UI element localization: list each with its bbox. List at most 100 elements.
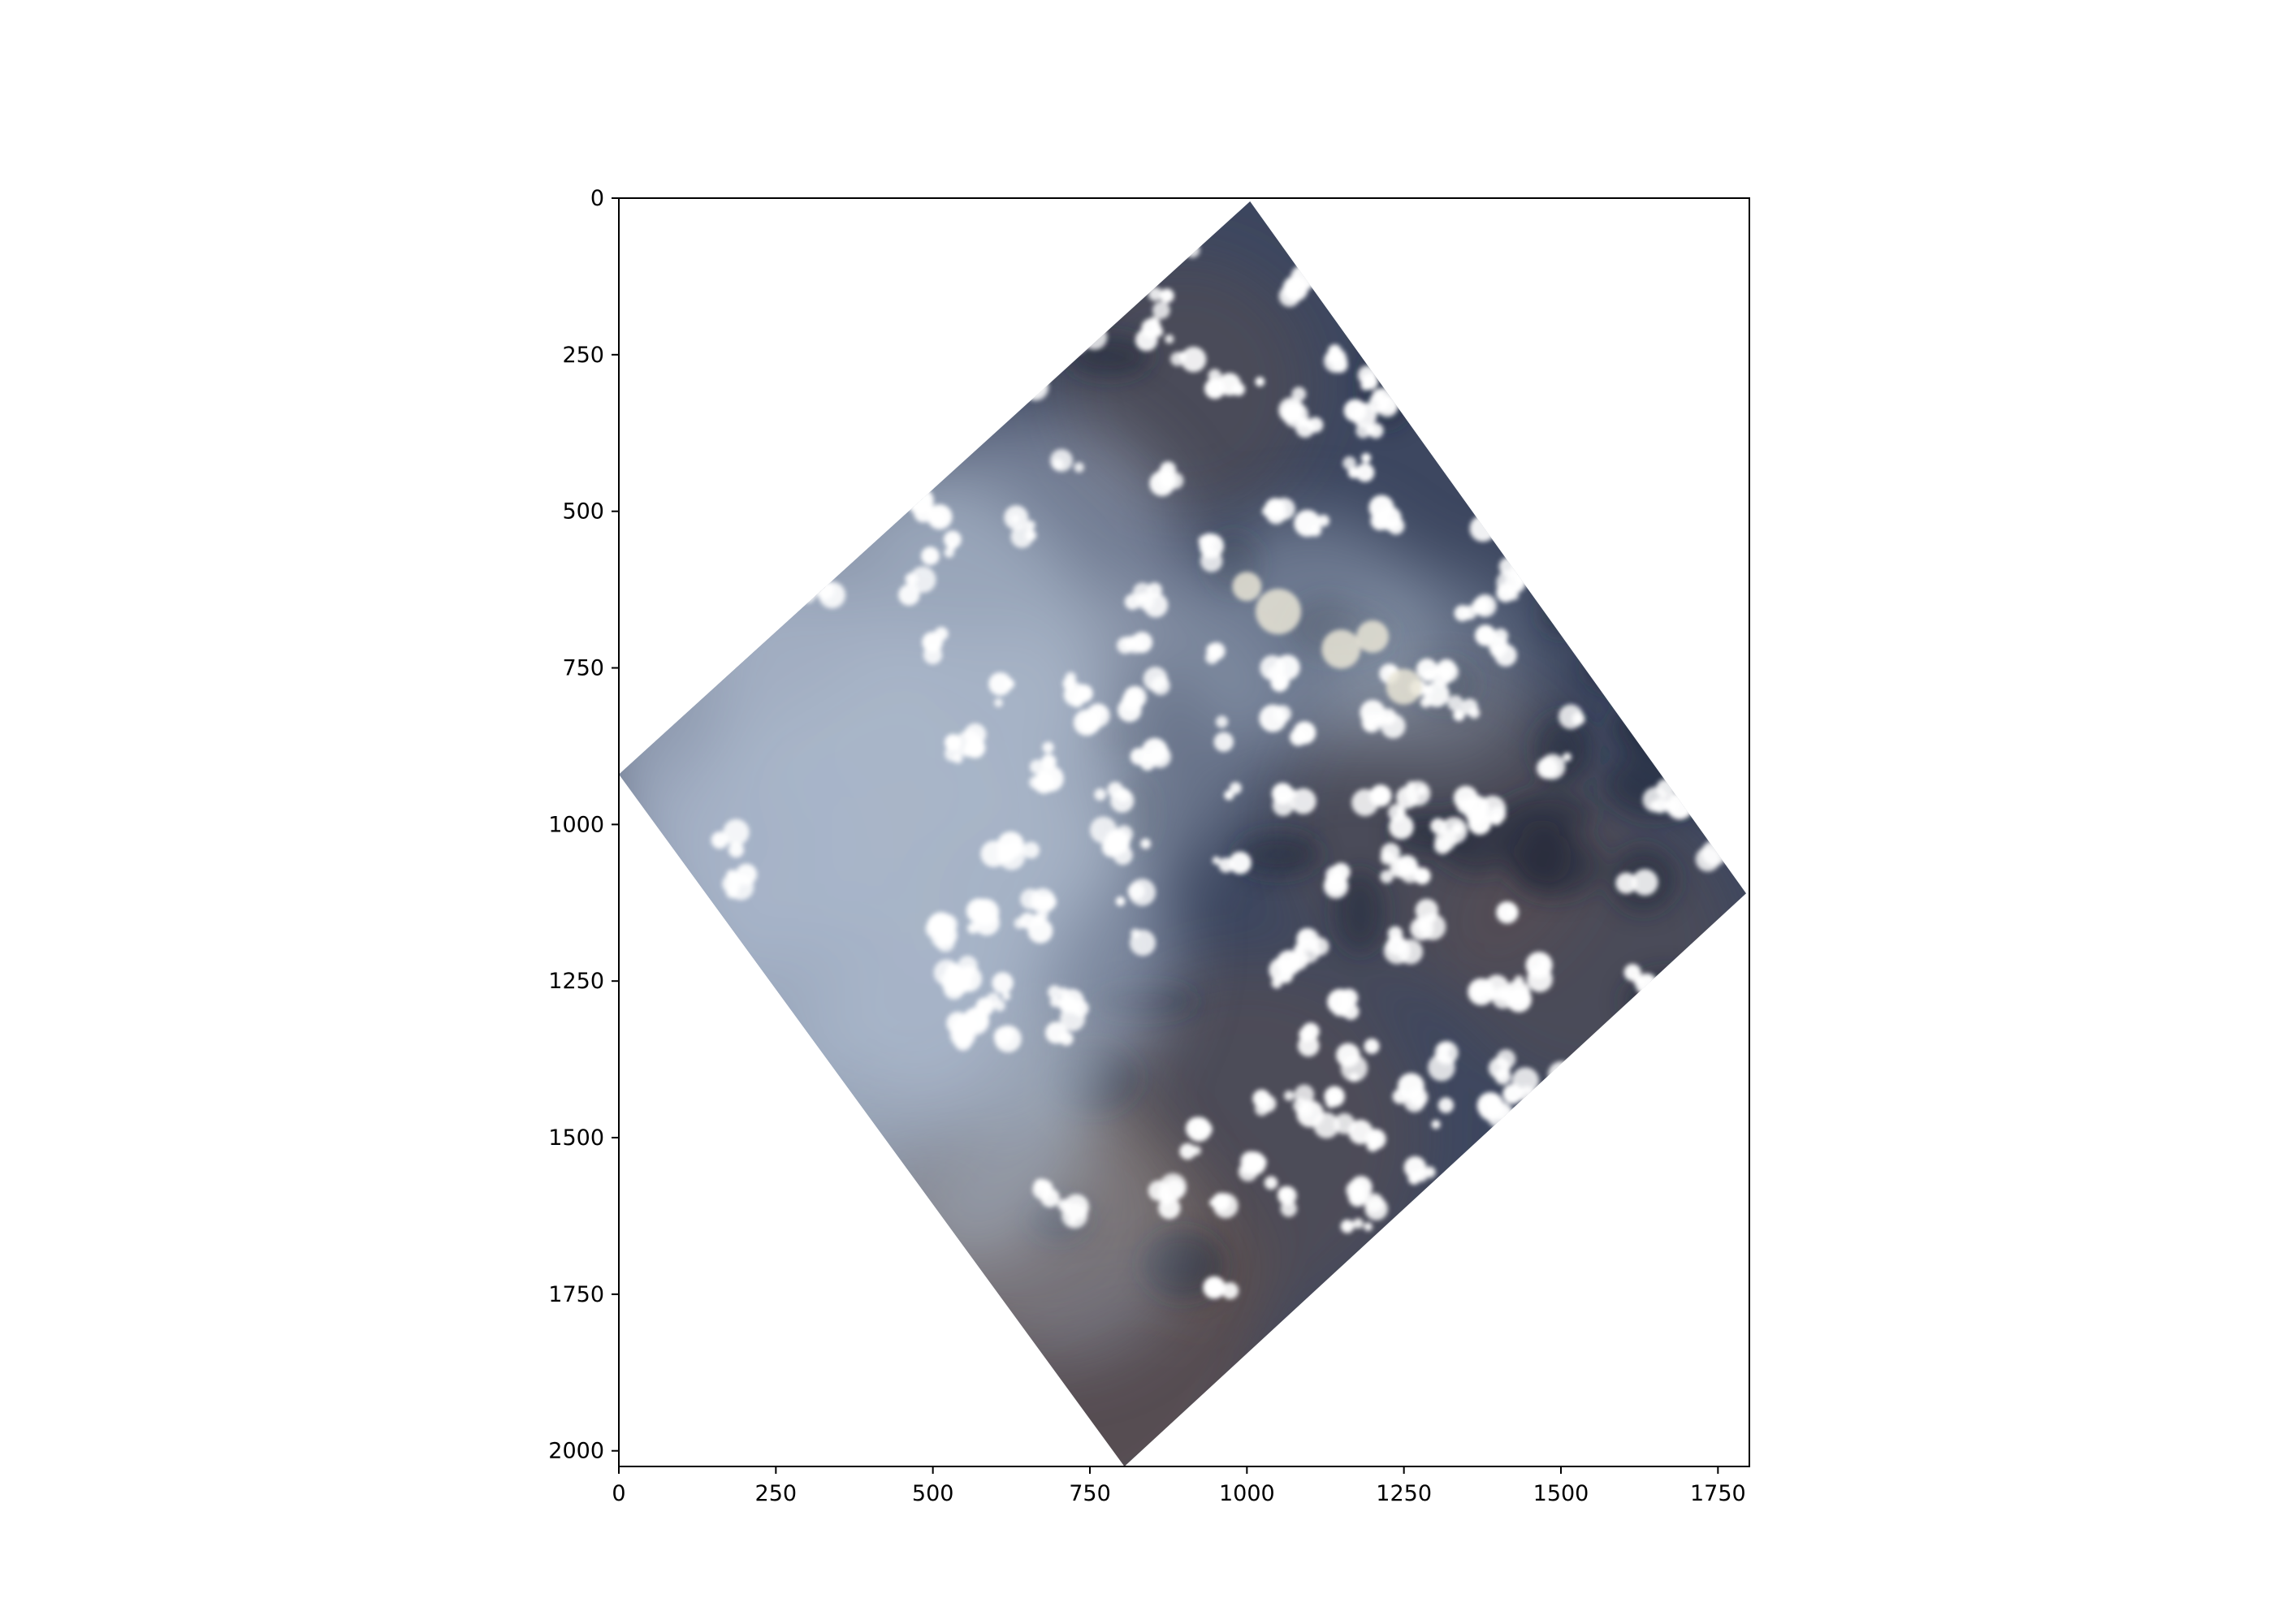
cloud-puff <box>1710 1058 1731 1079</box>
cloud-puff <box>1321 629 1361 669</box>
cloud-puff <box>1605 1104 1623 1121</box>
cloud-puff <box>1342 456 1357 470</box>
cloud-puff <box>1565 529 1584 549</box>
y-tick-label: 500 <box>562 499 604 525</box>
cloud-puff <box>1022 374 1049 401</box>
cloud-puff <box>1610 1140 1631 1161</box>
cloud-puff <box>1628 1026 1653 1050</box>
cloud-puff <box>1623 964 1641 982</box>
cloud-puff <box>1446 1206 1468 1226</box>
cloud-puff <box>1566 598 1593 625</box>
cloud-puff <box>1065 672 1077 684</box>
cloud-puff <box>1637 974 1658 994</box>
cloud-puff <box>1690 1011 1712 1033</box>
cloud-puff <box>1616 1200 1628 1212</box>
cloud-puff <box>1459 407 1483 430</box>
cloud-puff <box>1490 1139 1516 1165</box>
cloud-puff <box>1709 996 1732 1019</box>
cloud-puff <box>1550 1078 1559 1086</box>
cloud-puff <box>1229 851 1252 875</box>
cloud-puff <box>1454 605 1471 622</box>
shadow-patch <box>1671 542 1747 581</box>
cloud-puff <box>1738 939 1747 950</box>
cloud-puff <box>1283 1090 1295 1101</box>
cloud-puff <box>870 305 886 321</box>
cloud-puff <box>1649 801 1658 810</box>
cloud-puff <box>799 587 816 603</box>
cloud-puff <box>1571 534 1587 550</box>
cloud-puff <box>931 296 940 306</box>
cloud-puff <box>1208 369 1222 382</box>
cloud-puff <box>1519 1086 1536 1103</box>
shadow-patch <box>1606 535 1675 616</box>
cloud-puff <box>1603 448 1615 460</box>
cloud-puff <box>1398 939 1424 965</box>
cloud-puff <box>874 321 889 336</box>
y-tick-label: 0 <box>590 186 604 211</box>
cloud-puff <box>1317 514 1330 527</box>
cloud-puff <box>1347 466 1360 479</box>
x-tick-label: 0 <box>612 1481 625 1506</box>
cloud-puff <box>1124 685 1147 709</box>
cloud-puff <box>1637 448 1659 470</box>
cloud-puff <box>1422 296 1434 308</box>
cloud-puff <box>1501 1135 1524 1160</box>
cloud-puff <box>1563 542 1584 563</box>
cloud-puff <box>906 487 934 515</box>
cloud-puff <box>1178 352 1187 361</box>
cloud-puff <box>1644 1147 1669 1172</box>
cloud-puff <box>1206 643 1220 657</box>
cloud-puff <box>1461 698 1478 715</box>
cloud-puff <box>1037 765 1064 793</box>
cloud-puff <box>945 736 958 750</box>
cloud-puff <box>1709 590 1723 603</box>
cloud-puff <box>1308 523 1322 537</box>
cloud-puff <box>1506 987 1532 1013</box>
cloud-puff <box>1431 1120 1441 1129</box>
cloud-puff <box>1323 874 1349 899</box>
shadow-patch <box>1457 1203 1537 1243</box>
cloud-puff <box>711 831 728 849</box>
cloud-puff <box>1693 547 1715 570</box>
cloud-puff <box>1115 896 1126 906</box>
cloud-puff <box>1498 557 1519 577</box>
cloud-puff <box>1517 1147 1528 1159</box>
cloud-puff <box>788 495 805 513</box>
cloud-puff <box>888 285 907 304</box>
cloud-puff <box>764 479 786 501</box>
cloud-puff <box>1177 232 1193 248</box>
cloud-puff <box>1589 333 1600 343</box>
cloud-puff <box>1308 417 1324 433</box>
cloud-puff <box>1450 412 1466 428</box>
cloud-puff <box>1736 743 1745 752</box>
cloud-puff <box>1184 242 1200 258</box>
shadow-patch <box>1334 870 1386 953</box>
cloud-puff <box>1490 813 1502 826</box>
cloud-puff <box>1406 780 1416 792</box>
x-axis: 0 250 500 750 1000 1250 1500 1750 <box>612 1466 1746 1506</box>
cloud-puff <box>728 841 745 858</box>
cloud-puff <box>1642 444 1657 460</box>
cloud-puff <box>1693 1022 1716 1045</box>
cloud-puff <box>967 922 979 934</box>
cloud-puff <box>1140 838 1152 849</box>
cloud-puff <box>1645 1026 1656 1037</box>
cloud-puff <box>1286 276 1300 289</box>
cloud-puff <box>1603 1180 1624 1201</box>
cloud-puff <box>1136 592 1155 611</box>
x-tick-label: 1750 <box>1690 1481 1746 1506</box>
cloud-puff <box>1107 781 1124 798</box>
cloud-puff <box>1256 589 1301 635</box>
cloud-puff <box>1706 1110 1721 1124</box>
cloud-puff <box>1551 1082 1563 1094</box>
cloud-puff <box>1744 268 1747 292</box>
cloud-puff <box>1726 838 1744 857</box>
cloud-puff <box>725 424 746 444</box>
cloud-puff <box>785 531 795 542</box>
cloud-puff <box>714 573 728 588</box>
cloud-puff <box>1437 1097 1455 1113</box>
cloud-puff <box>1340 1054 1368 1082</box>
cloud-puff <box>1278 968 1294 984</box>
cloud-puff <box>1710 411 1738 439</box>
cloud-puff <box>1615 872 1637 894</box>
